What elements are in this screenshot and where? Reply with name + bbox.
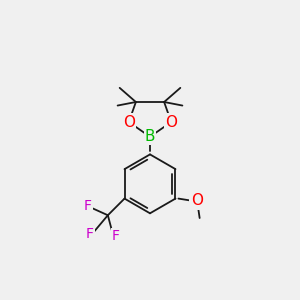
Text: F: F <box>84 200 92 213</box>
Text: F: F <box>85 227 94 241</box>
Text: F: F <box>112 229 120 243</box>
Text: B: B <box>145 129 155 144</box>
Text: O: O <box>165 115 177 130</box>
Text: O: O <box>191 194 203 208</box>
Text: O: O <box>123 115 135 130</box>
